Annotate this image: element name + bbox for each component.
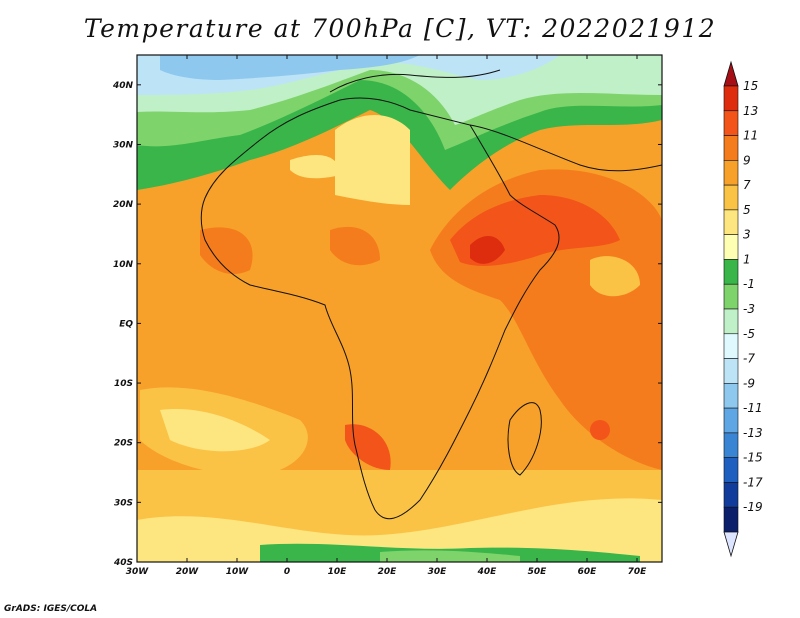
colorbar-label: 15: [743, 79, 758, 93]
colorbar-label: 5: [743, 203, 751, 217]
colorbar-label: -19: [743, 500, 763, 514]
colorbar-swatch: [723, 482, 739, 508]
colorbar-swatch: [723, 209, 739, 235]
colorbar-top-arrow: [723, 60, 739, 87]
colorbar-swatch: [723, 308, 739, 335]
colorbar-label: -9: [743, 376, 755, 390]
lat-tick-label: 30N: [113, 140, 134, 150]
map-title: Temperature at 700hPa [C], VT: 202202191…: [83, 14, 717, 43]
colorbar-swatch: [723, 85, 739, 112]
lat-tick-label: 20N: [113, 200, 134, 210]
colorbar-label: -1: [743, 277, 755, 291]
colorbar-swatch: [723, 110, 739, 136]
lon-tick-label: 10W: [226, 567, 250, 577]
lat-tick-label: 10S: [114, 379, 133, 389]
colorbar-label: -13: [743, 426, 763, 440]
lon-tick-label: 10E: [328, 567, 348, 577]
latitude-axis: 40N 30N 20N 10N EQ 10S 20S 30S 40S: [112, 81, 662, 568]
lon-tick-label: 30E: [428, 567, 448, 577]
map-frame: [136, 54, 663, 563]
lat-tick-label: EQ: [119, 319, 133, 329]
footer-credit: GrADS: IGES/COLA: [4, 604, 98, 614]
colorbar-swatch: [723, 184, 739, 211]
lon-tick-label: 70E: [628, 567, 648, 577]
lon-tick-label: 40E: [477, 567, 498, 577]
lon-tick-label: 0: [284, 567, 290, 577]
lat-tick-label: 20S: [114, 439, 133, 449]
lon-tick-label: 50E: [528, 567, 548, 577]
colorbar-swatch: [723, 333, 739, 359]
colorbar-label: -3: [743, 302, 755, 316]
colorbar-swatch: [723, 358, 739, 384]
colorbar-swatch: [723, 160, 739, 186]
colorbar-swatch: [723, 407, 739, 434]
colorbar-swatch: [723, 135, 739, 161]
colorbar-swatch: [723, 234, 739, 260]
lon-tick-label: 20W: [176, 567, 200, 577]
temperature-field: [137, 55, 662, 562]
colorbar-label: 3: [743, 228, 751, 242]
colorbar-label: -17: [743, 475, 763, 489]
colorbar-swatch: [723, 457, 739, 483]
longitude-axis: 30W 20W 10W 0 10E 20E 30E 40E 50E 60E 70E: [126, 55, 647, 577]
colorbar-swatch: [723, 283, 739, 310]
colorbar-label: -7: [743, 352, 755, 366]
colorbar-bottom-arrow: [723, 531, 739, 558]
colorbar-label: 1: [743, 252, 751, 266]
lat-tick-label: 40N: [112, 81, 134, 91]
colorbar-label: -15: [743, 451, 763, 465]
colorbar-label: -5: [743, 327, 755, 341]
colorbar-label: 7: [743, 178, 751, 192]
lat-tick-label: 10N: [113, 260, 134, 270]
colorbar-swatch: [723, 383, 739, 409]
colorbar-label: 11: [743, 129, 758, 143]
lon-tick-label: 60E: [578, 567, 598, 577]
colorbar-swatch: [723, 506, 739, 533]
lon-tick-label: 30W: [126, 567, 150, 577]
colorbar-label: 13: [743, 104, 758, 118]
colorbar-label: -11: [743, 401, 763, 415]
lon-tick-label: 20E: [378, 567, 398, 577]
colorbar-swatch: [723, 432, 739, 458]
colorbar: 15 13 11 9 7 5 3 1 -1 -3 -5 -7 -9 -11 -13 -15 -17 -19: [723, 60, 763, 558]
coastlines: [200, 69, 662, 520]
lat-tick-label: 40S: [113, 558, 133, 568]
colorbar-label: 9: [743, 153, 751, 167]
colorbar-swatch: [723, 259, 739, 285]
lat-tick-label: 30S: [114, 498, 133, 508]
